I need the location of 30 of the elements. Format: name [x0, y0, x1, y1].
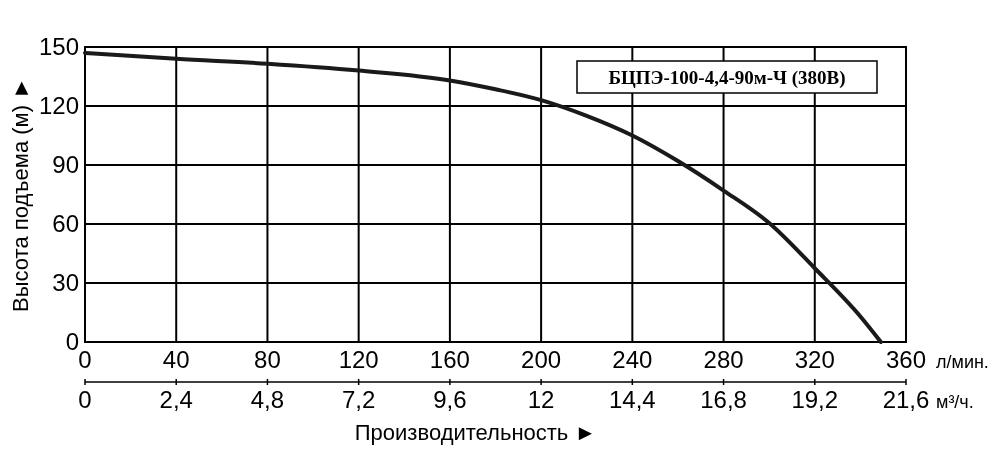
x-tick-label: 40 [162, 346, 190, 373]
x-tick-label: 200 [521, 346, 562, 373]
text: л/мин. [936, 352, 989, 372]
y-tick-label: 90 [52, 151, 79, 179]
x2-tick-label: 19,2 [791, 386, 839, 413]
y-axis-title: Высота подъема (м) ► [8, 77, 33, 312]
label-frame: БЦПЭ-100-4,4-90м-Ч (380В) [576, 60, 878, 94]
text: м³/ч. [936, 392, 974, 412]
x-axis-title: Производительность ► [354, 420, 597, 445]
x2-tick-label: 21,6 [882, 386, 930, 413]
y-tick-label: 150 [38, 33, 79, 61]
x-tick-label: 360 [885, 346, 927, 373]
y-tick-label: 60 [52, 210, 79, 238]
y-tick-label: 120 [38, 92, 79, 120]
y-tick-label: 0 [65, 328, 79, 356]
x-tick-label: 280 [703, 346, 744, 373]
x2-tick-label: 9,6 [433, 386, 467, 413]
x-tick-label: 160 [429, 346, 470, 373]
x2-tick-label: 16,8 [700, 386, 747, 413]
x-tick-label: 80 [254, 346, 281, 373]
x2-tick-label: 2,4 [159, 386, 193, 413]
x-tick-label: 240 [612, 346, 653, 373]
x2-tick-label: 12 [527, 386, 555, 413]
line-series [83, 50, 883, 344]
y-tick-label: 30 [52, 269, 79, 297]
x2-tick-label: 7,2 [341, 386, 376, 413]
x-tick-label: 120 [338, 346, 379, 373]
x2-tick-label: 14,4 [608, 386, 656, 413]
x-tick-label: 320 [794, 346, 835, 373]
x2-tick-label: 4,8 [250, 386, 285, 413]
